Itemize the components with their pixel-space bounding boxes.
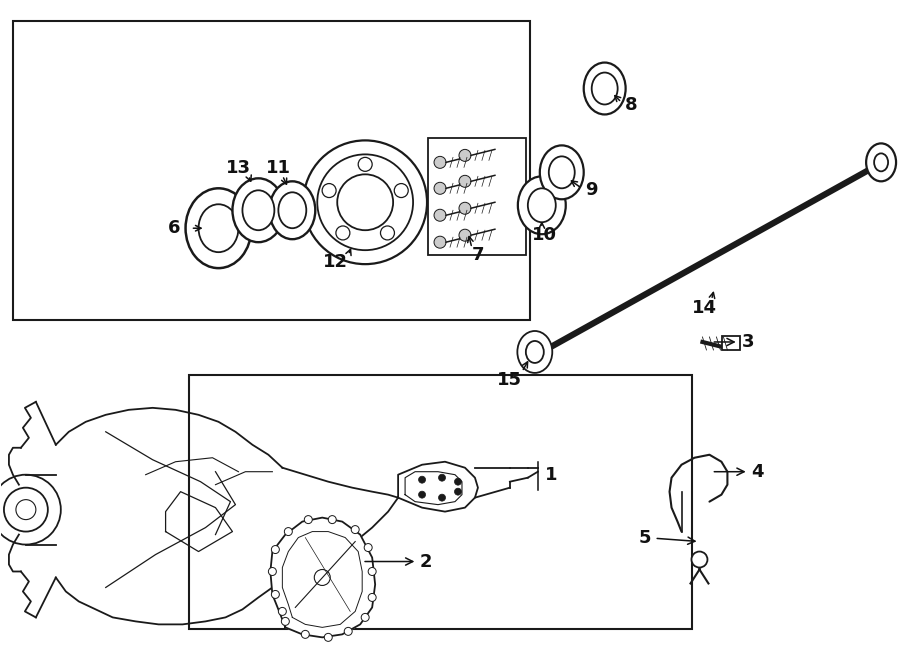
Text: 11: 11 (266, 160, 291, 177)
Circle shape (272, 545, 279, 553)
Text: 10: 10 (532, 226, 557, 244)
Circle shape (438, 474, 446, 481)
Circle shape (322, 183, 336, 197)
Text: 9: 9 (585, 181, 598, 199)
Text: 13: 13 (226, 160, 251, 177)
Circle shape (303, 140, 427, 264)
Ellipse shape (185, 188, 251, 268)
Text: 4: 4 (715, 463, 764, 481)
Ellipse shape (518, 331, 553, 373)
Ellipse shape (549, 156, 575, 188)
Ellipse shape (584, 63, 626, 115)
Circle shape (459, 229, 471, 241)
Text: 2: 2 (365, 553, 433, 571)
Circle shape (459, 203, 471, 214)
Circle shape (268, 567, 276, 575)
Circle shape (344, 628, 352, 636)
Circle shape (0, 475, 61, 545)
Circle shape (368, 593, 376, 602)
Polygon shape (270, 518, 375, 638)
Bar (428, 138, 526, 255)
Circle shape (351, 526, 359, 534)
Text: 5: 5 (639, 528, 695, 547)
Circle shape (284, 528, 292, 536)
Ellipse shape (269, 181, 315, 239)
Bar (13, 21, 530, 320)
Circle shape (434, 209, 446, 221)
Ellipse shape (242, 190, 274, 230)
Text: 6: 6 (168, 219, 181, 237)
Circle shape (438, 494, 446, 501)
Circle shape (454, 478, 462, 485)
Circle shape (418, 491, 426, 498)
Circle shape (381, 226, 394, 240)
Circle shape (434, 236, 446, 248)
Circle shape (454, 488, 462, 495)
Ellipse shape (540, 146, 584, 199)
Ellipse shape (278, 192, 306, 228)
Circle shape (459, 150, 471, 162)
Text: 8: 8 (625, 97, 637, 115)
Circle shape (434, 156, 446, 168)
Circle shape (314, 569, 330, 585)
Circle shape (368, 567, 376, 575)
Circle shape (282, 618, 289, 626)
Ellipse shape (518, 176, 566, 234)
Circle shape (434, 182, 446, 194)
Text: 12: 12 (323, 253, 347, 271)
Circle shape (272, 591, 279, 598)
Circle shape (361, 614, 369, 622)
Ellipse shape (526, 341, 544, 363)
Circle shape (364, 544, 373, 551)
Ellipse shape (199, 205, 238, 252)
Circle shape (302, 630, 310, 638)
Circle shape (459, 175, 471, 187)
Circle shape (338, 174, 393, 230)
Text: 7: 7 (472, 246, 484, 264)
Text: 3: 3 (715, 333, 754, 351)
Polygon shape (398, 461, 478, 512)
Circle shape (691, 551, 707, 567)
Ellipse shape (866, 144, 896, 181)
Ellipse shape (527, 188, 556, 222)
Text: 14: 14 (692, 299, 717, 317)
Circle shape (418, 476, 426, 483)
Circle shape (318, 154, 413, 250)
Ellipse shape (874, 154, 888, 171)
Bar (723, 336, 741, 350)
Bar (188, 375, 692, 630)
Text: 1: 1 (544, 465, 557, 484)
Circle shape (328, 516, 337, 524)
Circle shape (394, 183, 409, 197)
Text: 15: 15 (498, 371, 522, 389)
Circle shape (324, 634, 332, 641)
Circle shape (358, 158, 373, 171)
Ellipse shape (591, 73, 617, 105)
Circle shape (304, 516, 312, 524)
Ellipse shape (232, 178, 284, 242)
Circle shape (336, 226, 350, 240)
Circle shape (278, 608, 286, 616)
